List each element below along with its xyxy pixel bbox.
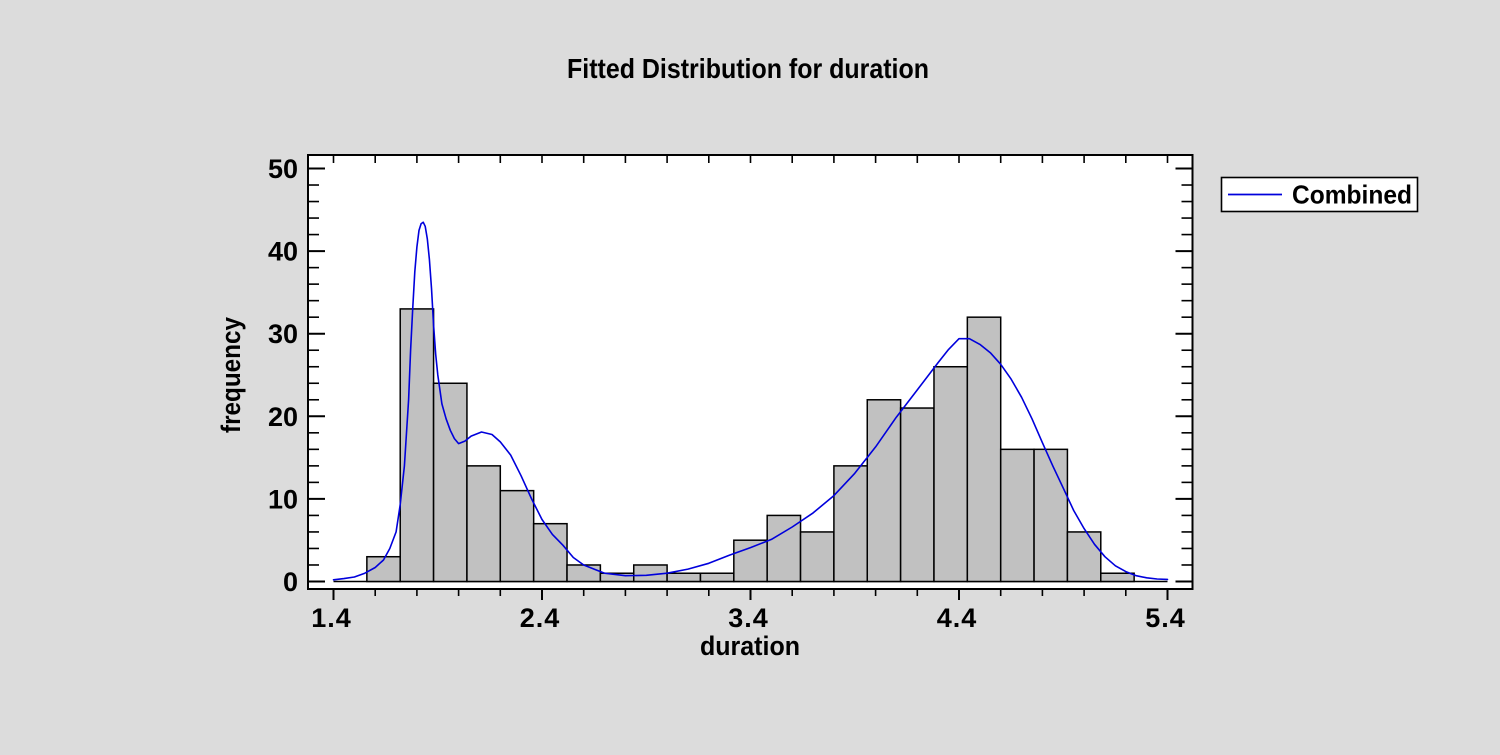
x-axis-label: duration (700, 631, 800, 661)
histogram-bar (499, 489, 535, 583)
y-tick-label: 40 (268, 237, 298, 267)
x-tick-label: 2.4 (520, 603, 561, 633)
x-tick-label: 1.4 (311, 603, 352, 633)
histogram-bars (366, 308, 1135, 583)
chart-title: Fitted Distribution for duration (567, 53, 929, 84)
histogram-bar (1066, 531, 1102, 583)
y-tick-label: 50 (268, 154, 298, 184)
fitted-curve (332, 221, 1169, 581)
histogram-bar (666, 572, 702, 583)
histogram-bar (532, 522, 568, 583)
x-tick-label: 3.4 (728, 603, 769, 633)
tick-labels: 0 10 20 30 40 50 1.4 2.4 3.4 4.4 5.4 (268, 154, 1186, 633)
x-tick-label: 5.4 (1145, 603, 1186, 633)
histogram-bar (799, 531, 835, 583)
legend-label: Combined (1292, 180, 1412, 210)
histogram-bar (899, 407, 935, 583)
histogram-bar (733, 539, 768, 583)
histogram-bar (833, 465, 869, 583)
histogram-bar (699, 572, 735, 583)
legend-box: Combined (1220, 176, 1419, 213)
x-tick-label: 4.4 (937, 603, 978, 633)
y-tick-label: 30 (268, 319, 298, 349)
y-axis-label: frequency (216, 317, 246, 433)
histogram-bar (1100, 572, 1135, 583)
y-tick-label: 10 (268, 484, 298, 514)
axis-ticks (308, 155, 1193, 600)
histogram-bar (1033, 448, 1069, 583)
histogram-bar (466, 465, 502, 583)
y-tick-label: 20 (268, 402, 298, 432)
histogram-bar (999, 448, 1035, 583)
y-tick-label: 0 (283, 567, 298, 597)
histogram-bar (566, 564, 602, 583)
histogram-bar (866, 399, 902, 583)
histogram-bar (432, 382, 468, 583)
histogram-bar (933, 365, 969, 583)
histogram-bar (966, 316, 1002, 583)
